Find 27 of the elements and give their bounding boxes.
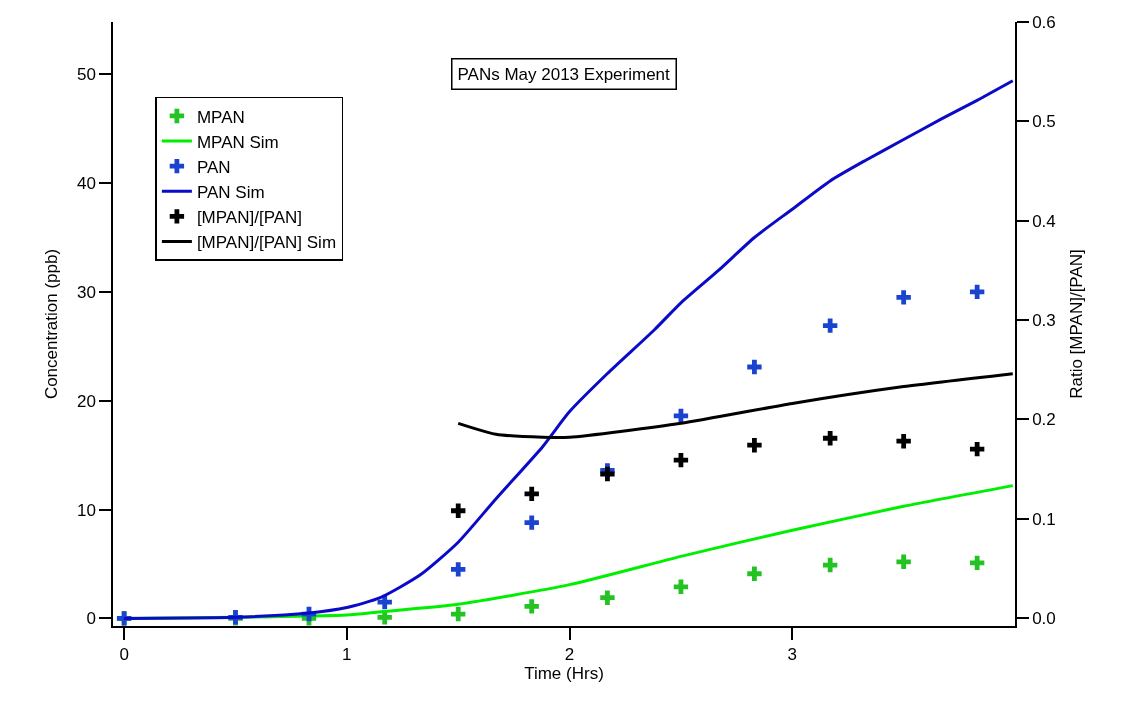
legend-label: MPAN xyxy=(196,107,245,127)
y-tick-label: 30 xyxy=(76,282,96,302)
legend-label: [MPAN]/[PAN] Sim xyxy=(196,233,337,253)
text: PANs May 2013 Experiment xyxy=(457,64,671,84)
y2-tick-label: 0.0 xyxy=(1032,609,1056,628)
x-tick-label: 2 xyxy=(564,645,575,665)
y2-axis-title: Ratio [MPAN]/[PAN] xyxy=(1066,249,1086,399)
y-tick-label: 0 xyxy=(86,609,96,629)
legend-label: MPAN Sim xyxy=(196,132,279,152)
y-tick-label: 50 xyxy=(76,65,96,85)
y2-tick-label: 0.5 xyxy=(1032,112,1056,132)
y-tick-label: 40 xyxy=(76,174,96,194)
y-tick-label: 10 xyxy=(76,500,96,520)
legend-label: [MPAN]/[PAN] xyxy=(196,207,303,227)
y-tick-label: 20 xyxy=(76,391,96,411)
x-tick-label: 3 xyxy=(787,645,798,665)
y2-tick-label: 0.4 xyxy=(1032,211,1056,231)
y-axis-title: Concentration (ppb) xyxy=(41,248,61,400)
x-tick-label: 1 xyxy=(342,645,352,665)
x-tick-label: 0 xyxy=(119,645,129,665)
y2-tick-label: 0.3 xyxy=(1032,310,1056,330)
y2-tick-label: 0.1 xyxy=(1032,509,1056,529)
y2-tick-label: 0.6 xyxy=(1032,12,1056,32)
y2-tick-label: 0.2 xyxy=(1032,410,1056,430)
x-axis-title: Time (Hrs) xyxy=(524,664,604,684)
legend-label: PAN Sim xyxy=(196,182,265,202)
legend-label: PAN xyxy=(196,157,231,177)
